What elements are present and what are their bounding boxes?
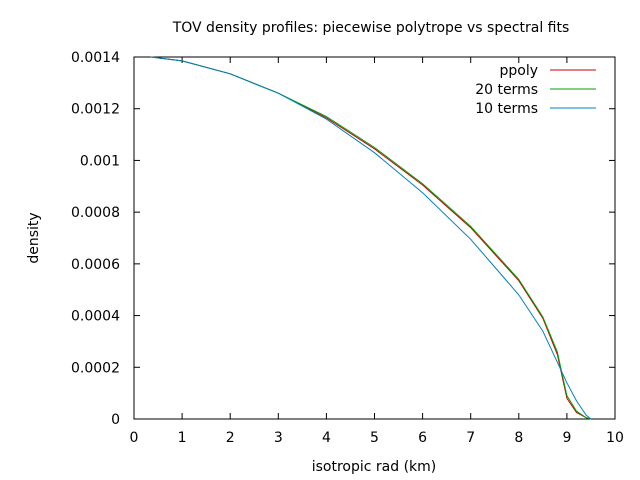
y-tick-label: 0.0004 — [71, 309, 120, 325]
series-line-10-terms — [150, 56, 592, 420]
y-tick-label: 0.0002 — [71, 360, 120, 376]
legend-label: 20 terms — [475, 82, 538, 98]
x-tick-label: 6 — [418, 430, 427, 446]
x-tick-label: 5 — [370, 430, 379, 446]
x-tick-label: 4 — [322, 430, 331, 446]
y-tick-label: 0.001 — [80, 153, 120, 169]
legend-label: ppoly — [499, 63, 538, 79]
x-tick-label: 3 — [274, 430, 283, 446]
y-tick-label: 0.0006 — [71, 257, 120, 273]
y-tick-label: 0.0008 — [71, 205, 120, 221]
plot-area — [133, 56, 616, 420]
x-tick-label: 0 — [130, 430, 139, 446]
y-tick-label: 0 — [111, 412, 120, 428]
x-tick-label: 7 — [466, 430, 475, 446]
chart-title: TOV density profiles: piecewise polytrop… — [172, 20, 570, 36]
y-axis-label: density — [26, 212, 42, 263]
x-axis-label: isotropic rad (km) — [312, 459, 437, 475]
series-lines — [150, 56, 592, 420]
legend: ppoly 20 terms 10 terms — [475, 63, 596, 117]
axis-ticks: 0 1 2 3 4 5 6 7 8 9 10 0 0.0002 0.0004 0.0006 0.0008 0.0… — [71, 50, 624, 446]
y-tick-label: 0.0014 — [71, 50, 120, 66]
y-tick-label: 0.0012 — [71, 102, 120, 118]
legend-label: 10 terms — [475, 101, 538, 117]
x-tick-label: 8 — [514, 430, 523, 446]
x-tick-label: 9 — [562, 430, 571, 446]
x-tick-label: 10 — [606, 430, 624, 446]
x-tick-label: 1 — [178, 430, 187, 446]
x-tick-label: 2 — [226, 430, 235, 446]
